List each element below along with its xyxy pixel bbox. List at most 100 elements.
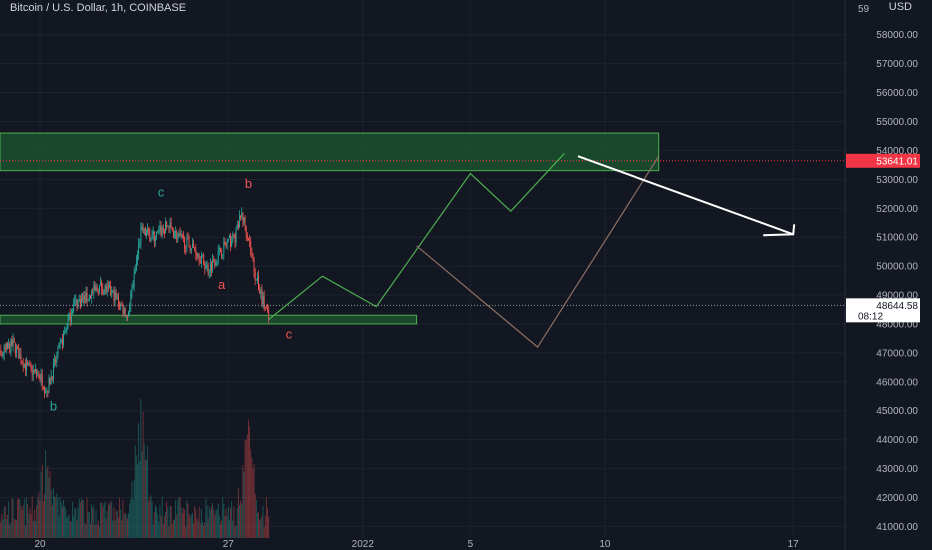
- volume-bar: [215, 510, 217, 538]
- price-axis[interactable]: 41000.00 42000.00 43000.00 44000.00 45000.00…: [858, 4, 918, 533]
- volume-bar: [128, 513, 129, 538]
- candle-body: [54, 359, 56, 364]
- candle-body: [157, 231, 159, 232]
- candle-body: [95, 287, 97, 290]
- chart-grid: [0, 0, 846, 550]
- volume-bar: [64, 505, 66, 538]
- volume-bar: [124, 512, 126, 538]
- candle-body: [10, 339, 12, 353]
- candle-body: [86, 292, 88, 302]
- candle-body: [49, 377, 51, 384]
- volume-bar: [180, 506, 182, 538]
- candle-body: [41, 374, 43, 388]
- x-tick-label: 17: [788, 539, 800, 550]
- volume-bar: [226, 516, 228, 538]
- target-price-tag-bg: [846, 153, 920, 168]
- candle-body: [78, 299, 80, 301]
- candle-body: [150, 239, 152, 242]
- candle-body: [122, 305, 124, 314]
- volume-bar: [142, 412, 144, 538]
- volume-bar: [40, 471, 42, 538]
- volume-bar: [177, 499, 179, 538]
- volume-bar: [3, 507, 5, 538]
- volume-bar: [233, 506, 235, 538]
- candle-body: [115, 292, 117, 298]
- candle-body: [259, 290, 261, 294]
- volume-bar: [240, 500, 242, 538]
- volume-bar: [24, 525, 26, 538]
- volume-bar: [114, 520, 116, 538]
- candle-body: [226, 242, 228, 246]
- volume-bar: [176, 514, 178, 538]
- volume-bar: [1, 513, 3, 538]
- volume-bar: [111, 502, 113, 538]
- y-tick-label: 58000.00: [876, 30, 918, 41]
- candle-body: [94, 286, 96, 290]
- candle-body: [57, 347, 59, 356]
- volume-bar: [61, 507, 63, 538]
- volume-bar: [202, 521, 203, 538]
- volume-bar: [158, 521, 160, 538]
- volume-bar: [70, 521, 72, 538]
- target-price-tag: 53641.01: [876, 156, 918, 167]
- candle-body: [1, 352, 3, 356]
- candle-body: [153, 231, 155, 242]
- candle-body: [76, 299, 78, 308]
- candle-body: [19, 353, 21, 359]
- volume-bar: [178, 496, 180, 538]
- candle-body: [162, 227, 164, 231]
- current-price-tag-bg: [846, 298, 920, 323]
- volume-bar: [207, 518, 209, 538]
- currency-label[interactable]: USD: [888, 1, 912, 13]
- volume-bar: [129, 503, 131, 538]
- candle-body: [213, 259, 215, 263]
- volume-bar: [146, 459, 147, 538]
- volume-bar: [73, 516, 75, 538]
- y-tick-label: 53000.00: [876, 175, 918, 186]
- volume-bar: [167, 507, 169, 538]
- volume-bar: [148, 501, 150, 538]
- volume-bar: [252, 468, 254, 538]
- volume-bar: [225, 508, 227, 538]
- candle-body: [194, 247, 196, 251]
- volume-bar: [223, 504, 225, 538]
- volume-bar: [188, 514, 190, 538]
- wave-label-a: a: [218, 277, 226, 292]
- volume-bar: [230, 507, 231, 538]
- volume-bar: [20, 505, 22, 538]
- time-axis[interactable]: 20 27 2022 5 10 17: [34, 539, 799, 550]
- candle-body: [68, 312, 70, 320]
- candle-body: [190, 248, 192, 252]
- volume-bar: [251, 457, 253, 538]
- candle-body: [161, 227, 163, 236]
- volume-bar: [28, 514, 30, 538]
- zone-resistance: [0, 132, 660, 172]
- candle-body: [253, 259, 255, 273]
- volume-bar: [139, 461, 141, 538]
- volume-bar: [97, 520, 99, 538]
- volume-bar: [8, 501, 10, 538]
- candle-body: [215, 261, 217, 266]
- candle-body: [206, 265, 208, 266]
- candle-body: [113, 290, 115, 302]
- volume-bar: [259, 519, 261, 538]
- volume-bar: [9, 524, 11, 538]
- volume-bar: [154, 504, 156, 538]
- volume-bar: [268, 516, 270, 538]
- volume-bar: [253, 463, 255, 538]
- candle-body: [156, 231, 158, 240]
- volume-bar: [116, 511, 118, 538]
- volume-bar: [66, 516, 68, 538]
- volume-bar: [186, 500, 188, 538]
- candle-body: [172, 230, 174, 238]
- volume-bar: [42, 501, 44, 538]
- candle-body: [241, 212, 243, 218]
- candle-body: [104, 285, 106, 290]
- candle-body: [92, 292, 94, 294]
- volume-bar: [92, 507, 94, 538]
- candle-body: [251, 251, 253, 255]
- candle-body: [225, 245, 227, 246]
- candle-body: [85, 292, 87, 303]
- candle-body: [36, 369, 38, 375]
